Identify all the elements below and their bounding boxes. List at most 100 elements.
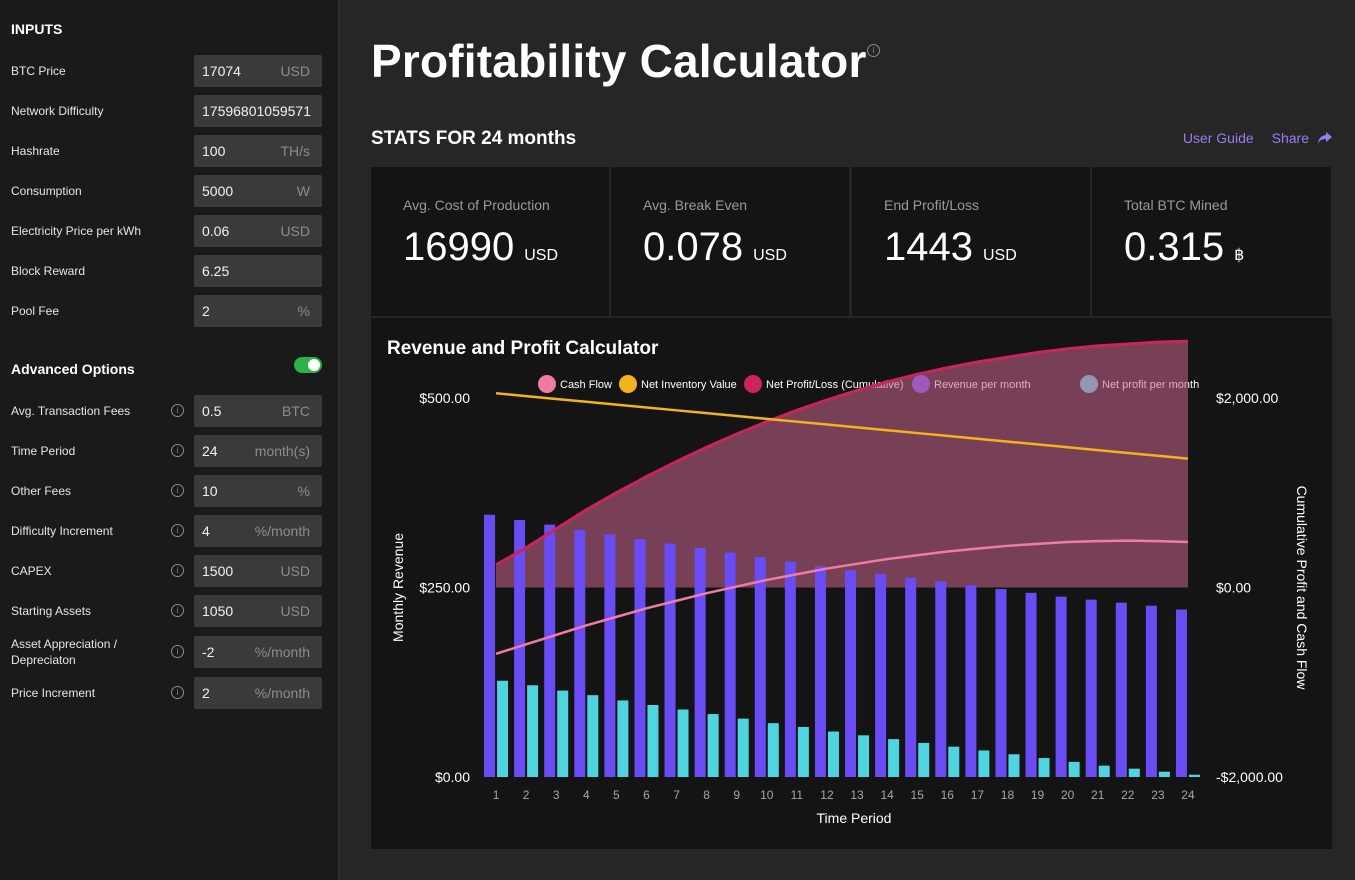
avg-transaction-fees-field[interactable]: BTC [194, 395, 322, 427]
x-tick-label: 17 [971, 788, 985, 802]
net-profit-cumulative-line [495, 339, 1189, 567]
info-icon[interactable]: i [171, 686, 184, 699]
revenue-bar [514, 520, 526, 777]
net-profit-bar [767, 723, 779, 777]
stat-value-wrap: 1443 USD [884, 225, 1017, 270]
time-period-label: Time Period [11, 444, 76, 458]
info-icon[interactable]: i [867, 44, 880, 57]
advanced-options-toggle[interactable] [294, 357, 322, 373]
info-icon[interactable]: i [171, 404, 184, 417]
starting-assets-input[interactable] [202, 595, 272, 627]
capex-unit: USD [280, 563, 310, 579]
net-profit-bar [557, 690, 569, 777]
x-tick-label: 7 [673, 788, 680, 802]
other-fees-input[interactable] [202, 475, 272, 507]
stat-unit: USD [524, 247, 559, 264]
x-tick-label: 20 [1061, 788, 1075, 802]
stat-value: 16990 [403, 225, 515, 269]
info-icon[interactable]: i [171, 484, 184, 497]
revenue-bar [845, 570, 857, 777]
block-reward-field[interactable] [194, 255, 322, 287]
input-row: Starting Assets i USD [0, 595, 338, 627]
consumption-field[interactable]: W [194, 175, 322, 207]
capex-field[interactable]: USD [194, 555, 322, 587]
info-icon[interactable]: i [171, 604, 184, 617]
difficulty-increment-field[interactable]: %/month [194, 515, 322, 547]
info-icon[interactable]: i [171, 524, 184, 537]
net-profit-bar [617, 700, 629, 777]
hashrate-label: Hashrate [11, 144, 60, 158]
block-reward-label: Block Reward [11, 264, 86, 278]
asset-appreciation-depreciaton-unit: %/month [254, 644, 310, 660]
share-button[interactable]: Share [1272, 130, 1333, 146]
legend-label: Cash Flow [560, 379, 612, 391]
stat-unit: USD [753, 247, 787, 264]
top-links: User Guide Share [1183, 130, 1333, 146]
hashrate-input[interactable] [202, 135, 272, 167]
difficulty-increment-input[interactable] [202, 515, 272, 547]
network-difficulty-field[interactable] [194, 95, 322, 127]
revenue-bar [935, 581, 947, 777]
revenue-bar [484, 514, 496, 777]
revenue-bar [634, 538, 646, 777]
y-tick-label: $250.00 [419, 580, 470, 596]
info-icon[interactable]: i [171, 564, 184, 577]
input-row: Avg. Transaction Fees i BTC [0, 395, 338, 427]
y-tick-label: $500.00 [419, 390, 470, 406]
stat-card: Total BTC Mined 0.315 ฿ [1092, 167, 1331, 316]
info-icon[interactable]: i [171, 645, 184, 658]
chart-panel: Revenue and Profit Calculator Cash Flow N… [371, 318, 1332, 849]
x-tick-label: 12 [820, 788, 834, 802]
network-difficulty-input[interactable] [202, 95, 320, 127]
hashrate-field[interactable]: TH/s [194, 135, 322, 167]
asset-appreciation-depreciaton-field[interactable]: %/month [194, 636, 322, 668]
net-profit-bar [647, 704, 659, 777]
capex-label: CAPEX [11, 564, 52, 578]
btc-price-field[interactable]: USD [194, 55, 322, 87]
revenue-profit-chart: Cash Flow Net Inventory Value Net Profit/L… [390, 339, 1310, 826]
x-tick-label: 4 [583, 788, 590, 802]
other-fees-field[interactable]: % [194, 475, 322, 507]
pool-fee-input[interactable] [202, 295, 272, 327]
block-reward-input[interactable] [202, 255, 320, 287]
x-tick-label: 24 [1181, 788, 1195, 802]
starting-assets-label: Starting Assets [11, 604, 92, 618]
starting-assets-field[interactable]: USD [194, 595, 322, 627]
avg-transaction-fees-input[interactable] [202, 395, 272, 427]
revenue-bar [965, 585, 977, 777]
hashrate-unit: TH/s [280, 143, 310, 159]
network-difficulty-label: Network Difficulty [11, 104, 104, 118]
legend-label: Net Inventory Value [641, 379, 737, 391]
x-tick-label: 15 [911, 788, 925, 802]
electricity-price-per-kwh-input[interactable] [202, 215, 272, 247]
y2-tick-label: $0.00 [1216, 580, 1251, 596]
price-increment-field[interactable]: %/month [194, 677, 322, 709]
capex-input[interactable] [202, 555, 272, 587]
net-profit-bar [1038, 758, 1050, 777]
x-tick-label: 13 [850, 788, 864, 802]
consumption-input[interactable] [202, 175, 272, 207]
net-profit-cumulative-area [496, 341, 1188, 588]
info-icon[interactable]: i [171, 444, 184, 457]
net-profit-bar [978, 750, 990, 777]
asset-appreciation-depreciaton-input[interactable] [202, 636, 272, 668]
revenue-bar [694, 548, 706, 777]
price-increment-unit: %/month [254, 685, 310, 701]
net-profit-bar [858, 735, 870, 777]
share-link[interactable]: Share [1271, 130, 1309, 146]
other-fees-label: Other Fees [11, 484, 72, 498]
time-period-unit: month(s) [254, 443, 310, 459]
btc-price-input[interactable] [202, 55, 272, 87]
x-tick-label: 22 [1121, 788, 1135, 802]
time-period-field[interactable]: month(s) [194, 435, 322, 467]
revenue-bar [875, 573, 887, 777]
price-increment-input[interactable] [202, 677, 272, 709]
pool-fee-unit: % [297, 303, 310, 319]
x-tick-label: 1 [493, 788, 500, 802]
x-tick-label: 10 [760, 788, 774, 802]
electricity-price-per-kwh-field[interactable]: USD [194, 215, 322, 247]
electricity-price-per-kwh-label: Electricity Price per kWh [11, 224, 142, 238]
pool-fee-field[interactable]: % [194, 295, 322, 327]
time-period-input[interactable] [202, 435, 272, 467]
user-guide-link[interactable]: User Guide [1182, 130, 1254, 146]
